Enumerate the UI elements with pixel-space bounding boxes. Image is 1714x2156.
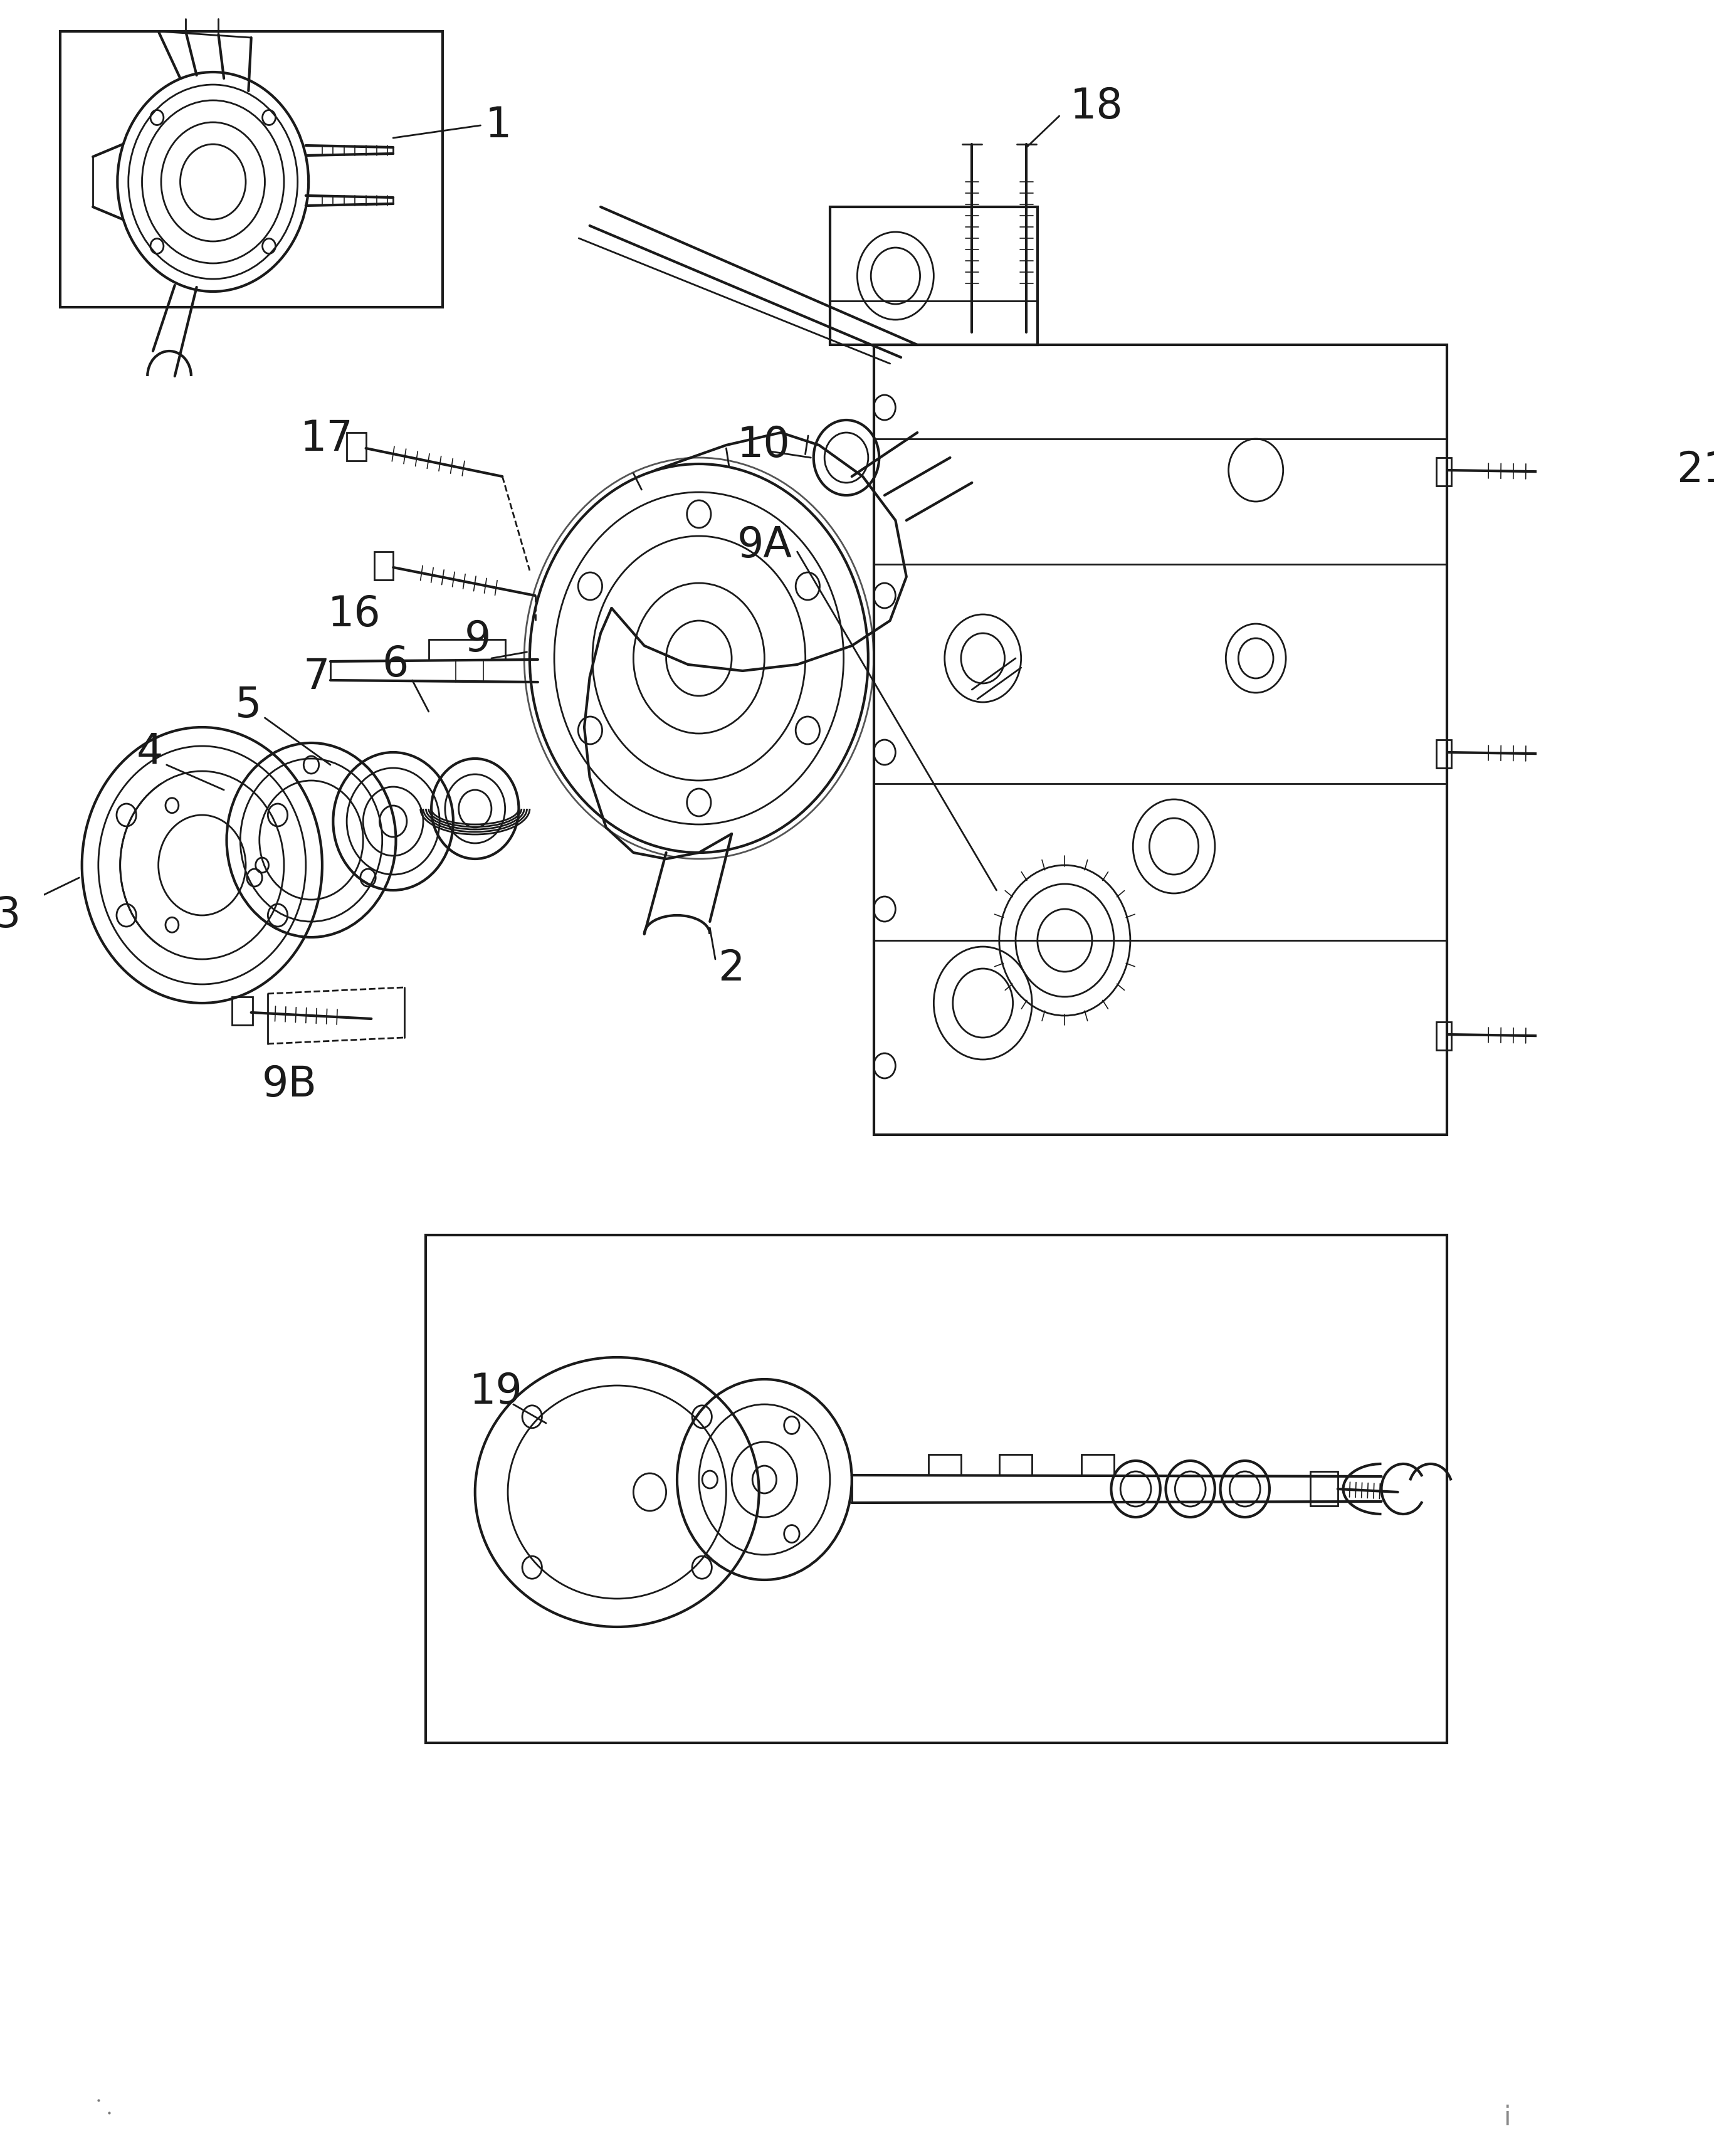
- Text: 9B: 9B: [262, 1063, 317, 1106]
- Text: 7: 7: [303, 655, 329, 699]
- Bar: [1311, 1470, 1337, 1505]
- Bar: [374, 552, 393, 580]
- Bar: [830, 207, 1037, 345]
- Text: 19: 19: [470, 1371, 523, 1412]
- Text: 4: 4: [137, 731, 163, 774]
- Text: 18: 18: [1070, 86, 1123, 127]
- Bar: [874, 345, 1447, 1134]
- Text: 1: 1: [485, 106, 511, 147]
- Text: 10: 10: [737, 425, 790, 466]
- Bar: [60, 32, 442, 306]
- Bar: [1436, 1022, 1452, 1050]
- Bar: [425, 1235, 1447, 1742]
- Text: 17: 17: [300, 418, 353, 459]
- Text: i: i: [1503, 2104, 1510, 2130]
- Text: 2: 2: [718, 949, 744, 990]
- Text: 9A: 9A: [737, 524, 792, 567]
- Bar: [1436, 740, 1452, 768]
- Text: 3: 3: [0, 895, 21, 936]
- Text: 9: 9: [464, 619, 490, 660]
- Bar: [346, 433, 365, 461]
- Bar: [1436, 457, 1452, 485]
- Bar: [231, 996, 254, 1024]
- Text: 6: 6: [382, 645, 410, 686]
- Text: 5: 5: [235, 686, 262, 727]
- Text: 16: 16: [327, 593, 381, 636]
- Text: 21: 21: [1676, 448, 1714, 492]
